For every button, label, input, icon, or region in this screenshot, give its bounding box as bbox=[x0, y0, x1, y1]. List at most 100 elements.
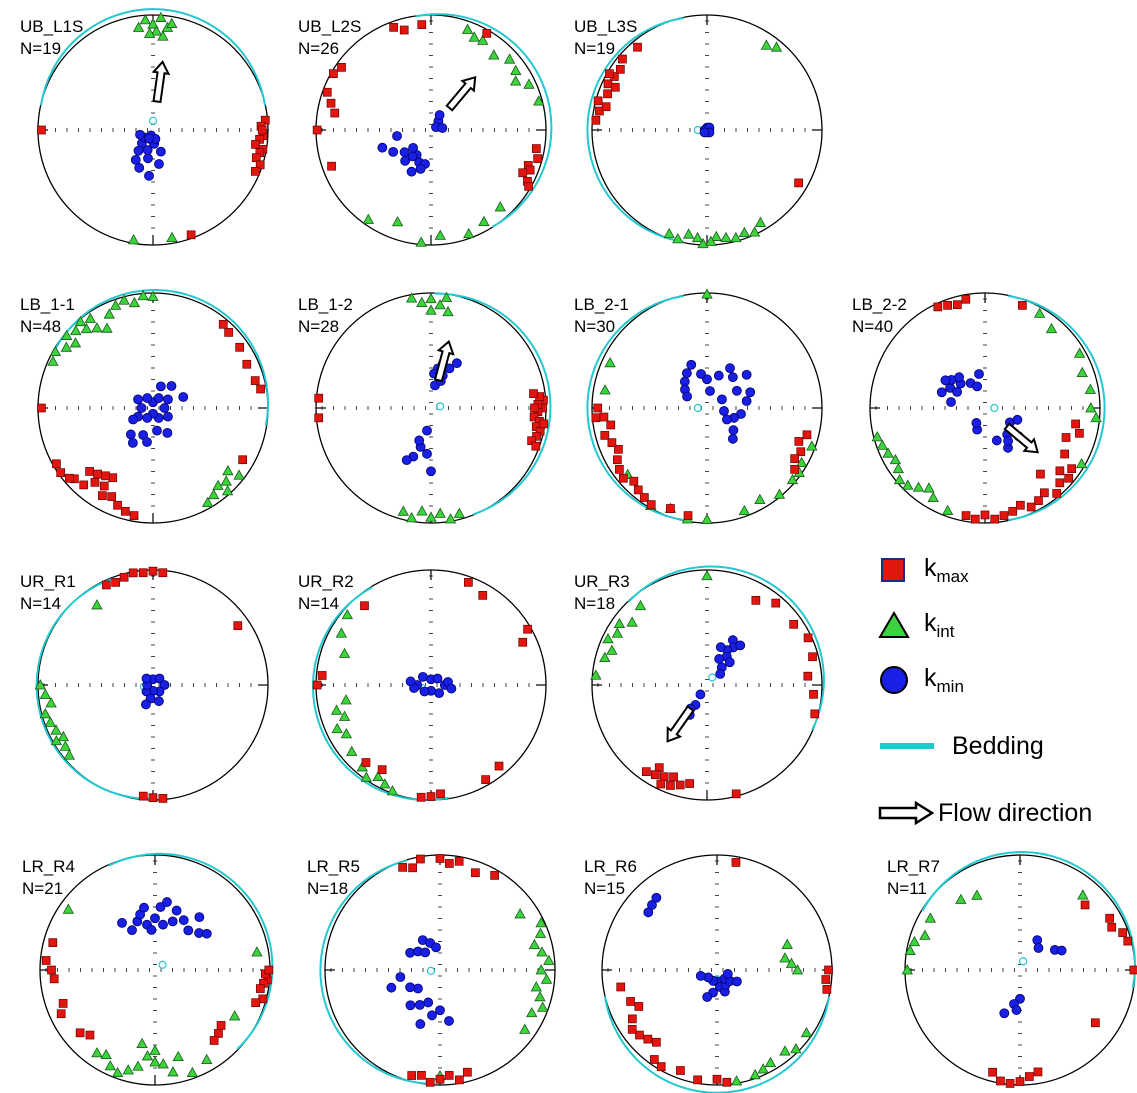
kint-point bbox=[331, 722, 343, 734]
green-triangle-icon bbox=[878, 605, 924, 645]
kint-point bbox=[221, 485, 234, 496]
kint-point bbox=[892, 462, 905, 474]
primitive-circle bbox=[904, 854, 1136, 1086]
kmax-point bbox=[463, 1067, 472, 1077]
net-title: UR_R1 bbox=[20, 572, 76, 591]
kmin-point bbox=[142, 145, 153, 155]
cyan-line-icon bbox=[878, 726, 952, 766]
kmin-point bbox=[405, 676, 416, 687]
kint-point bbox=[425, 511, 437, 522]
kmax-point bbox=[235, 342, 245, 352]
bedding-pole bbox=[693, 403, 702, 413]
kmax-point bbox=[1034, 496, 1043, 505]
kint-point bbox=[691, 231, 704, 243]
kmax-point bbox=[656, 1062, 666, 1071]
kmax-point bbox=[524, 182, 533, 191]
kmax-point bbox=[314, 393, 324, 403]
stereonet-LB_2-1: LB_2-1 N=30 bbox=[574, 288, 823, 524]
kint-point bbox=[543, 954, 555, 965]
bedding-plane bbox=[434, 292, 552, 516]
kmin-point bbox=[127, 925, 137, 936]
kint-point bbox=[149, 1044, 161, 1055]
kmax-point bbox=[108, 473, 118, 483]
flow-arrow bbox=[433, 339, 455, 383]
kmax-point bbox=[158, 568, 168, 578]
kint-point bbox=[927, 491, 939, 503]
kmax-point bbox=[138, 791, 148, 801]
kint-point bbox=[34, 679, 46, 690]
bedding-plane bbox=[627, 565, 825, 731]
kint-point bbox=[39, 688, 51, 699]
kmin-point bbox=[133, 394, 143, 405]
kmin-point bbox=[141, 699, 151, 710]
net-title: UR_R3 bbox=[574, 572, 630, 591]
kmax-point bbox=[593, 96, 603, 106]
kint-point bbox=[416, 505, 428, 516]
stereonet-UB_L3S: UB_L3S N=19 bbox=[574, 14, 823, 249]
kmax-point bbox=[988, 1067, 997, 1077]
net-count: N=48 bbox=[20, 317, 61, 336]
kint-point bbox=[166, 17, 178, 28]
kint-point bbox=[781, 938, 793, 949]
kint-point bbox=[80, 322, 93, 334]
kint-point bbox=[1085, 402, 1097, 413]
kmin-point bbox=[401, 455, 412, 466]
kmin-point bbox=[695, 970, 706, 981]
kmax-point bbox=[530, 403, 539, 413]
kmin-point bbox=[422, 448, 432, 459]
primitive-circle bbox=[315, 14, 547, 246]
kmin-point bbox=[714, 654, 725, 664]
kmax-point bbox=[48, 938, 58, 947]
kmax-point bbox=[256, 384, 265, 394]
kmax-point bbox=[539, 419, 549, 429]
kmin-point bbox=[722, 414, 732, 425]
kmax-point bbox=[970, 514, 980, 524]
kint-point bbox=[535, 917, 547, 928]
kmax-point bbox=[52, 459, 61, 469]
kmax-point bbox=[593, 403, 603, 413]
kmin-point bbox=[735, 640, 746, 651]
kmax-point bbox=[599, 412, 609, 422]
kint-point bbox=[57, 730, 70, 742]
bedding-plane bbox=[40, 8, 266, 106]
net-count: N=11 bbox=[887, 879, 927, 898]
kmin-point bbox=[426, 466, 436, 477]
legend-label-kint: kint bbox=[924, 608, 955, 641]
kmax-point bbox=[327, 161, 336, 171]
flow-arrow bbox=[445, 75, 477, 112]
kint-point bbox=[514, 908, 526, 919]
kmin-point bbox=[150, 913, 160, 924]
kint-point bbox=[335, 627, 348, 638]
kmin-point bbox=[446, 683, 457, 694]
kmin-point bbox=[444, 1016, 454, 1026]
kint-point bbox=[523, 78, 535, 89]
kmin-point bbox=[142, 413, 153, 423]
kmin-point bbox=[377, 142, 388, 153]
kint-point bbox=[109, 299, 122, 310]
kint-point bbox=[924, 912, 937, 923]
kint-point bbox=[602, 633, 614, 644]
kmax-point bbox=[444, 859, 454, 868]
kint-point bbox=[663, 227, 675, 239]
kmin-point bbox=[388, 146, 399, 157]
kmax-point bbox=[615, 64, 625, 74]
kint-point bbox=[157, 30, 169, 41]
bedding-plane bbox=[108, 852, 274, 1050]
kint-point bbox=[147, 290, 159, 301]
kmin-point bbox=[183, 925, 194, 936]
stereonet-LB_1-1: LB_1-1 N=48 bbox=[20, 288, 269, 524]
kint-point bbox=[167, 1066, 179, 1077]
kmin-point bbox=[171, 905, 182, 916]
kmin-point bbox=[399, 147, 410, 158]
kmax-point bbox=[771, 598, 781, 608]
kint-point bbox=[528, 938, 541, 950]
kint-point bbox=[786, 473, 799, 485]
kmin-point bbox=[722, 969, 733, 979]
kint-point bbox=[141, 1050, 154, 1061]
kint-point bbox=[186, 1066, 199, 1078]
kmin-point bbox=[415, 163, 426, 174]
kmax-point bbox=[531, 144, 541, 153]
kint-point bbox=[494, 201, 506, 212]
kmax-point bbox=[1067, 464, 1077, 474]
kmin-point bbox=[142, 437, 152, 447]
